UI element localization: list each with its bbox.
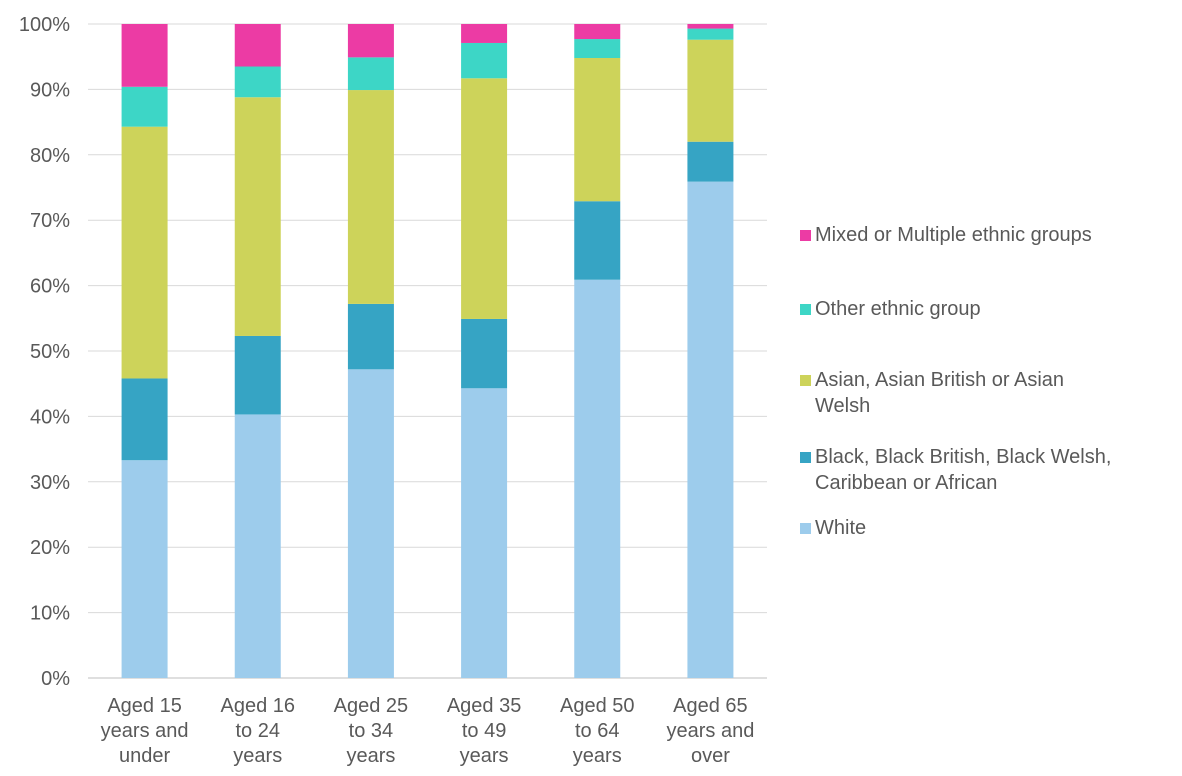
bar-segment — [687, 28, 734, 40]
bar-segment — [347, 303, 394, 370]
bar-segment — [574, 279, 621, 678]
bar-segment — [461, 318, 508, 389]
y-tick-label: 70% — [30, 210, 70, 232]
legend-label: Asian, Asian British or Asian Welsh — [815, 369, 1065, 417]
legend-swatch — [800, 452, 811, 463]
bar-segment — [574, 24, 621, 40]
bar-segment — [234, 66, 281, 98]
legend-item: Asian, Asian British or Asian Welsh — [800, 367, 1064, 419]
bar-segment — [574, 201, 621, 280]
y-tick-label: 80% — [30, 145, 70, 167]
y-tick-label: 40% — [30, 406, 70, 428]
x-tick-label: Aged 35 — [447, 695, 522, 717]
bar-segment — [234, 414, 281, 678]
bar-segment — [461, 78, 508, 319]
bar-segment — [347, 369, 394, 678]
bar-segment — [687, 24, 734, 29]
bar-segment — [121, 24, 168, 87]
bar-segment — [687, 141, 734, 182]
bar-segment — [347, 90, 394, 304]
legend-label: Black, Black British, Black Welsh, Caribb… — [815, 446, 1112, 494]
bar-segment — [121, 460, 168, 678]
bar-segment — [574, 39, 621, 59]
y-tick-label: 0% — [41, 668, 70, 690]
y-tick-label: 50% — [30, 341, 70, 363]
y-tick-label: 90% — [30, 79, 70, 101]
x-tick-label: Aged 15 — [107, 695, 182, 717]
x-tick-label: Aged 25 — [334, 695, 409, 717]
x-tick-label: to 34 — [349, 720, 393, 742]
bar-segment — [347, 24, 394, 58]
x-tick-label: years — [460, 745, 509, 767]
bar-segment — [121, 378, 168, 461]
bar-segment — [461, 42, 508, 79]
x-tick-label: over — [691, 745, 730, 767]
x-tick-label: years and — [101, 720, 189, 742]
bar-segment — [234, 97, 281, 336]
y-tick-label: 20% — [30, 537, 70, 559]
bar-segment — [234, 24, 281, 67]
legend-swatch — [800, 304, 811, 315]
legend-label: Mixed or Multiple ethnic groups — [815, 224, 1092, 246]
legend-swatch — [800, 230, 811, 241]
legend-item: Other ethnic group — [800, 296, 981, 322]
legend-swatch — [800, 523, 811, 534]
bar-segment — [687, 39, 734, 142]
bar-segment — [574, 58, 621, 202]
y-tick-label: 100% — [19, 14, 70, 36]
bar-segment — [461, 388, 508, 678]
y-tick-label: 60% — [30, 276, 70, 298]
x-tick-label: Aged 65 — [673, 695, 748, 717]
x-tick-label: under — [119, 745, 170, 767]
bar-segment — [234, 335, 281, 415]
legend-swatch — [800, 375, 811, 386]
x-tick-label: to 49 — [462, 720, 506, 742]
x-tick-label: Aged 50 — [560, 695, 635, 717]
x-tick-label: years — [346, 745, 395, 767]
x-tick-label: years — [233, 745, 282, 767]
legend-label: Other ethnic group — [815, 298, 981, 320]
x-tick-label: years and — [666, 720, 754, 742]
bar-segment — [347, 57, 394, 91]
legend-item: Black, Black British, Black Welsh, Caribb… — [800, 444, 1111, 496]
legend-label: White — [815, 517, 867, 539]
bar-segment — [687, 181, 734, 678]
x-tick-label: Aged 16 — [220, 695, 295, 717]
bar-segment — [461, 24, 508, 43]
legend-item: Mixed or Multiple ethnic groups — [800, 222, 1092, 248]
x-tick-label: years — [573, 745, 622, 767]
x-tick-label: to 64 — [575, 720, 619, 742]
legend-item: White — [800, 515, 866, 541]
y-tick-label: 30% — [30, 472, 70, 494]
y-tick-label: 10% — [30, 603, 70, 625]
bar-segment — [121, 86, 168, 127]
bar-segment — [121, 126, 168, 379]
x-tick-label: to 24 — [236, 720, 280, 742]
